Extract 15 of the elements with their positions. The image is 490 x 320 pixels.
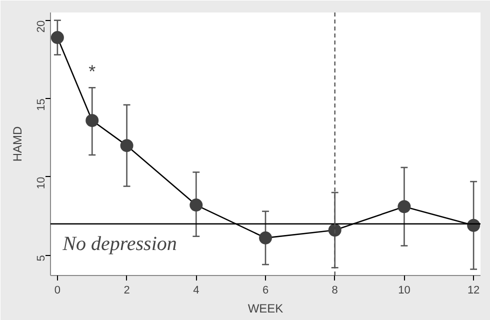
x-axis-title: WEEK bbox=[248, 302, 284, 316]
x-tick-label: 6 bbox=[262, 284, 269, 296]
y-tick-label: 10 bbox=[36, 176, 48, 190]
y-tick-label: 15 bbox=[36, 98, 48, 111]
x-tick-label: 2 bbox=[124, 284, 130, 296]
x-tick-label: 4 bbox=[193, 284, 200, 296]
y-axis-title: HAMD bbox=[10, 126, 24, 162]
y-tick-label: 5 bbox=[36, 255, 48, 262]
x-tick-label: 12 bbox=[467, 284, 480, 296]
ref-line-label: No depression bbox=[62, 233, 177, 256]
x-tick-label: 0 bbox=[54, 284, 60, 296]
annotation: * bbox=[88, 62, 96, 82]
y-tick-label: 20 bbox=[36, 20, 48, 33]
x-tick-label: 10 bbox=[398, 284, 410, 296]
x-tick-label: 8 bbox=[332, 284, 338, 296]
